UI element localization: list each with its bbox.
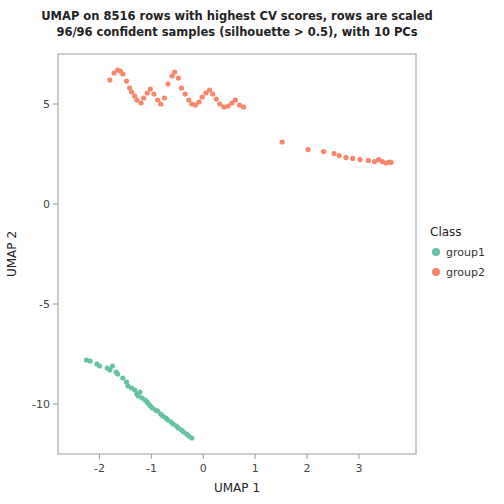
legend-swatch: [432, 248, 440, 256]
point: [350, 156, 355, 161]
point: [305, 147, 310, 152]
legend-label: group2: [446, 266, 485, 279]
point: [331, 151, 336, 156]
point: [179, 85, 184, 90]
y-tick: [53, 404, 58, 405]
point: [210, 91, 215, 96]
point: [124, 78, 129, 83]
y-axis-label: UMAP 2: [5, 231, 19, 277]
point: [172, 69, 177, 74]
y-tick-label: 0: [43, 198, 50, 211]
point: [162, 95, 167, 100]
x-tick: [99, 454, 100, 459]
point: [165, 81, 170, 86]
point: [197, 99, 202, 104]
point: [141, 95, 146, 100]
legend-title: Class: [430, 225, 462, 239]
point: [120, 375, 125, 380]
y-tick-label: -10: [32, 398, 50, 411]
point: [357, 157, 362, 162]
point: [97, 363, 102, 368]
point: [343, 155, 348, 160]
x-tick: [307, 454, 308, 459]
legend-swatch: [432, 268, 440, 276]
y-tick: [53, 204, 58, 205]
x-tick-label: 1: [252, 462, 259, 475]
x-tick: [358, 454, 359, 459]
x-tick: [255, 454, 256, 459]
y-tick: [53, 104, 58, 105]
plot-frame: [58, 54, 416, 454]
point: [134, 97, 139, 102]
title-line: UMAP on 8516 rows with highest CV scores…: [41, 9, 432, 23]
point: [137, 389, 142, 394]
x-tick-label: -2: [94, 462, 105, 475]
point: [217, 101, 222, 106]
point: [151, 91, 156, 96]
point: [120, 71, 125, 76]
point: [107, 77, 112, 82]
x-tick-label: 0: [200, 462, 207, 475]
point: [115, 371, 120, 376]
title-line: 96/96 confident samples (silhouette > 0.…: [56, 25, 417, 39]
series-1: [107, 67, 393, 165]
point: [241, 104, 246, 109]
point: [321, 149, 326, 154]
x-tick: [203, 454, 204, 459]
points: [84, 67, 394, 440]
x-tick-label: -1: [146, 462, 157, 475]
point: [183, 91, 188, 96]
point: [214, 96, 219, 101]
point: [280, 139, 285, 144]
y-axis: -10 -5 0 5: [32, 98, 58, 411]
y-tick-label: -5: [39, 298, 50, 311]
chart: UMAP on 8516 rows with highest CV scores…: [0, 0, 504, 504]
series-0: [84, 357, 195, 440]
x-tick-label: 3: [355, 462, 362, 475]
y-tick-label: 5: [43, 98, 50, 111]
point: [200, 94, 205, 99]
point: [138, 100, 143, 105]
point: [233, 97, 238, 102]
x-tick: [151, 454, 152, 459]
point: [388, 160, 393, 165]
legend-label: group1: [446, 246, 485, 259]
point: [176, 75, 181, 80]
point: [189, 435, 194, 440]
point: [366, 158, 371, 163]
legend: Class group1 group2: [430, 225, 485, 279]
x-axis: -2 -1 0 1 2 3: [94, 454, 362, 475]
point: [88, 358, 93, 363]
title: UMAP on 8516 rows with highest CV scores…: [41, 9, 432, 39]
point: [110, 363, 115, 368]
x-axis-label: UMAP 1: [214, 481, 260, 495]
point: [148, 86, 153, 91]
x-tick-label: 2: [304, 462, 311, 475]
point: [158, 101, 163, 106]
y-tick: [53, 304, 58, 305]
point: [337, 153, 342, 158]
